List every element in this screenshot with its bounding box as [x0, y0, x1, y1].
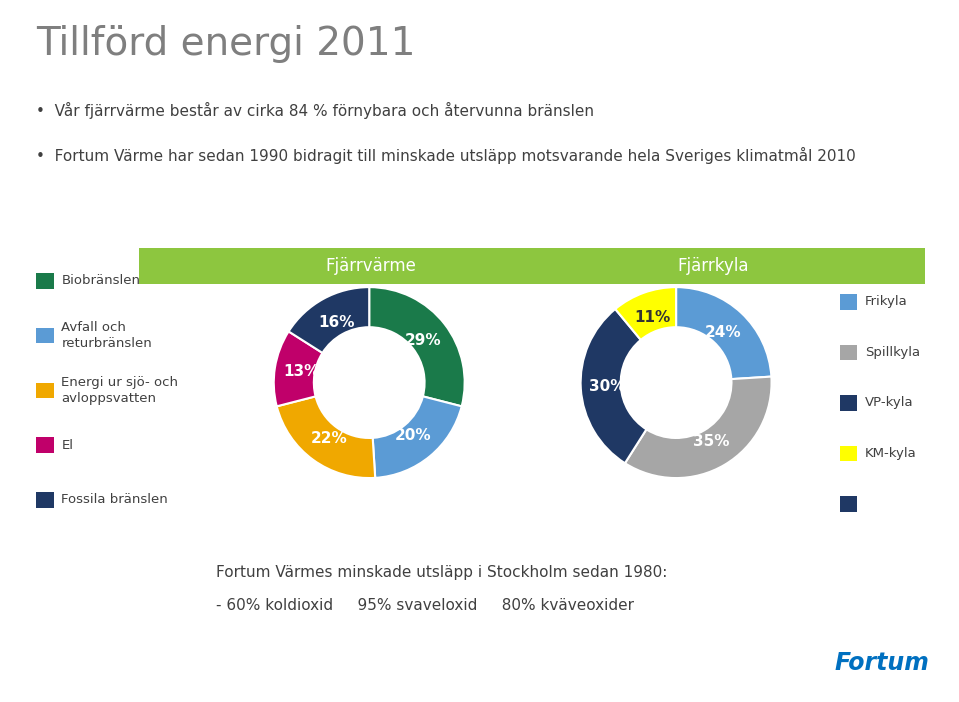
- Wedge shape: [373, 397, 461, 478]
- FancyBboxPatch shape: [36, 437, 54, 453]
- Wedge shape: [289, 287, 369, 353]
- FancyBboxPatch shape: [840, 446, 857, 461]
- FancyBboxPatch shape: [36, 383, 54, 398]
- Text: Fjärrvärme: Fjärrvärme: [326, 257, 416, 275]
- Text: Spillkyla: Spillkyla: [865, 346, 920, 359]
- Text: 16%: 16%: [317, 315, 354, 330]
- Wedge shape: [625, 376, 772, 478]
- Text: 13%: 13%: [283, 364, 319, 379]
- Text: 29%: 29%: [406, 333, 442, 348]
- Text: 22%: 22%: [311, 431, 347, 446]
- Wedge shape: [277, 397, 375, 478]
- Text: 24%: 24%: [705, 325, 741, 340]
- Text: Fjärrkyla: Fjärrkyla: [677, 257, 749, 275]
- Text: VP-kyla: VP-kyla: [865, 397, 914, 409]
- Text: Fortum Värmes minskade utsläpp i Stockholm sedan 1980:: Fortum Värmes minskade utsläpp i Stockho…: [216, 565, 667, 580]
- FancyBboxPatch shape: [840, 395, 857, 411]
- Text: 30%: 30%: [589, 379, 625, 395]
- FancyBboxPatch shape: [840, 345, 857, 360]
- Wedge shape: [580, 309, 646, 463]
- Text: Fossila bränslen: Fossila bränslen: [61, 494, 168, 506]
- Text: 11%: 11%: [635, 310, 671, 326]
- Text: 20%: 20%: [395, 428, 432, 443]
- Text: Fortum: Fortum: [834, 651, 929, 675]
- Text: Energi ur sjö- och
avloppsvatten: Energi ur sjö- och avloppsvatten: [61, 376, 178, 405]
- Text: Biobränslen: Biobränslen: [61, 274, 140, 287]
- Text: Frikyla: Frikyla: [865, 296, 908, 308]
- Wedge shape: [369, 287, 465, 406]
- Wedge shape: [676, 287, 771, 379]
- FancyBboxPatch shape: [36, 328, 54, 343]
- Text: Tillförd energi 2011: Tillförd energi 2011: [36, 25, 416, 62]
- Text: 35%: 35%: [692, 435, 730, 449]
- Text: •  Fortum Värme har sedan 1990 bidragit till minskade utsläpp motsvarande hela S: • Fortum Värme har sedan 1990 bidragit t…: [36, 147, 856, 164]
- Text: •  Vår fjärrvärme består av cirka 84 % förnybara och återvunna bränslen: • Vår fjärrvärme består av cirka 84 % fö…: [36, 102, 595, 119]
- FancyBboxPatch shape: [139, 248, 925, 284]
- Wedge shape: [616, 287, 676, 340]
- FancyBboxPatch shape: [840, 294, 857, 310]
- Wedge shape: [273, 331, 322, 406]
- FancyBboxPatch shape: [36, 273, 54, 289]
- FancyBboxPatch shape: [36, 492, 54, 508]
- Text: El: El: [61, 439, 74, 451]
- Text: - 60% koldioxid     95% svaveloxid     80% kväveoxider: - 60% koldioxid 95% svaveloxid 80% kväve…: [216, 598, 634, 613]
- FancyBboxPatch shape: [840, 496, 857, 512]
- Text: KM-kyla: KM-kyla: [865, 447, 917, 460]
- Text: Avfall och
returbränslen: Avfall och returbränslen: [61, 321, 152, 350]
